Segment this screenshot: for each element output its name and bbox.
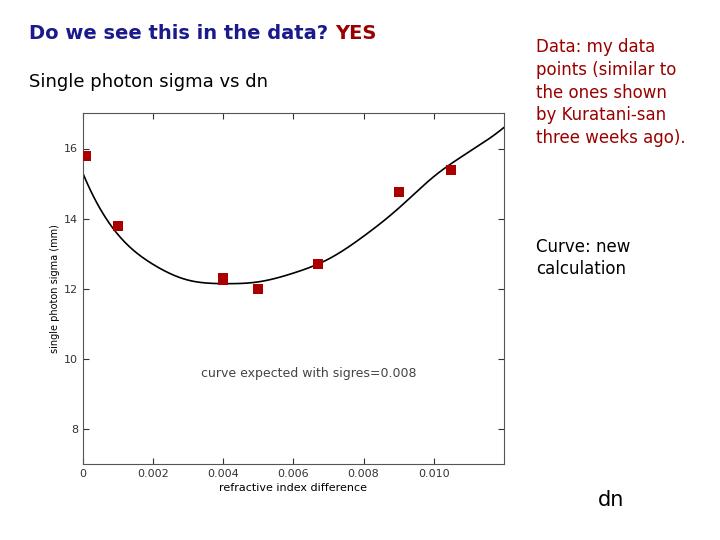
Point <box>217 274 229 283</box>
Text: Curve: new
calculation: Curve: new calculation <box>536 238 631 279</box>
Point <box>112 221 124 230</box>
Text: YES: YES <box>335 24 376 43</box>
Point <box>253 285 264 293</box>
Y-axis label: single photon sigma (mm): single photon sigma (mm) <box>50 225 60 353</box>
Point <box>217 276 229 285</box>
Text: dn: dn <box>598 490 624 510</box>
Text: Data: my data
points (similar to
the ones shown
by Kuratani-san
three weeks ago): Data: my data points (similar to the one… <box>536 38 686 147</box>
Point <box>81 151 92 160</box>
Point <box>312 260 324 269</box>
Text: curve expected with sigres=0.008: curve expected with sigres=0.008 <box>201 367 416 380</box>
Point <box>393 188 405 197</box>
Text: Do we see this in the data?: Do we see this in the data? <box>29 24 335 43</box>
X-axis label: refractive index difference: refractive index difference <box>220 483 367 494</box>
Point <box>446 165 457 174</box>
Text: Single photon sigma vs dn: Single photon sigma vs dn <box>29 73 268 91</box>
